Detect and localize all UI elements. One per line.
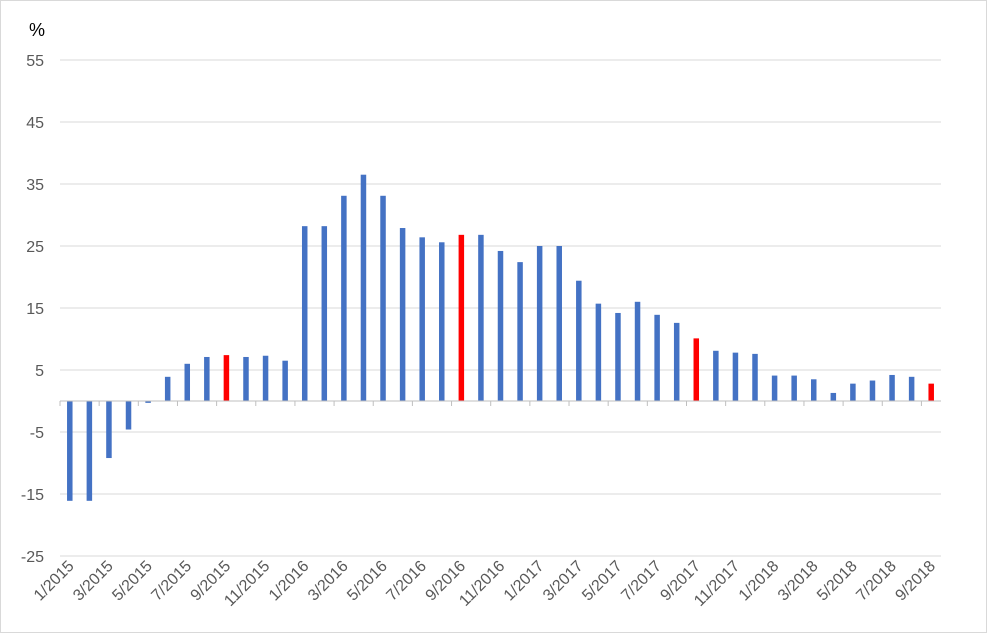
x-tick-label: 5/2017: [579, 558, 626, 605]
bar-5-2015: [145, 401, 151, 403]
bar-7-2015: [184, 363, 191, 401]
bar-4-2017: [595, 303, 602, 401]
bar-8-2018: [908, 376, 915, 401]
bar-7-2018: [889, 374, 895, 401]
x-tick-label: 3/2017: [540, 558, 587, 605]
x-tick-label: 7/2016: [383, 558, 430, 605]
bar-8-2016: [439, 242, 445, 401]
bar-6-2017: [634, 301, 641, 401]
bar-5-2017: [615, 312, 621, 401]
bar-3-2015: [106, 401, 112, 459]
x-tick-label: 5/2016: [344, 558, 391, 605]
x-tick-label: 3/2018: [775, 558, 822, 605]
bar-8-2017: [673, 322, 680, 401]
bar-8-2015: [204, 356, 210, 401]
bar-2-2016: [321, 226, 328, 401]
bar-3-2018: [810, 379, 817, 401]
bar-9-2017: [693, 338, 700, 401]
bar-6-2018: [869, 380, 876, 401]
x-tick-label: 7/2017: [618, 558, 665, 605]
bar-2-2018: [791, 375, 797, 401]
bar-5-2016: [380, 195, 386, 401]
bar-2-2015: [86, 401, 93, 501]
x-tick-label: 5/2018: [814, 558, 861, 605]
x-tick-label: 1/2018: [736, 558, 783, 605]
bar-10-2017: [713, 350, 719, 401]
bar-12-2016: [517, 262, 523, 401]
x-tick-label: 5/2015: [109, 558, 156, 605]
bar-7-2016: [419, 237, 425, 401]
x-tick-label: 3/2016: [305, 558, 352, 605]
bar-6-2015: [164, 376, 171, 401]
bar-10-2016: [478, 234, 484, 401]
bar-1-2015: [67, 401, 73, 501]
x-axis-tick-labels: 1/20153/20155/20157/20159/201511/20151/2…: [31, 558, 939, 610]
bar-12-2017: [752, 353, 758, 401]
bar-4-2015: [125, 401, 132, 430]
bar-9-2016: [458, 234, 465, 401]
bar-11-2016: [497, 250, 504, 401]
y-tick-label: 25: [26, 239, 44, 256]
y-axis-tick-labels: 55 45 35 25 15 5 -5 -15 -25: [21, 53, 44, 566]
bar-5-2018: [850, 383, 856, 401]
y-tick-label: 55: [26, 53, 44, 70]
y-tick-label: -25: [21, 549, 44, 566]
x-tick-label: 7/2018: [853, 558, 900, 605]
bar-4-2016: [360, 174, 367, 401]
bar-3-2016: [341, 195, 347, 401]
bar-6-2016: [399, 228, 406, 401]
bar-1-2018: [771, 375, 778, 401]
y-axis-unit-label: %: [29, 20, 45, 40]
bar-11-2015: [262, 355, 269, 401]
bar-4-2018: [830, 392, 837, 401]
bar-7-2017: [654, 314, 660, 401]
bar-2-2017: [556, 246, 562, 401]
x-tick-label: 1/2017: [501, 558, 548, 605]
y-tick-label: -5: [30, 425, 44, 442]
y-tick-label: 5: [35, 363, 44, 380]
bar-1-2016: [301, 226, 308, 401]
y-tick-label: 35: [26, 177, 44, 194]
bar-9-2015: [223, 355, 230, 401]
y-tick-label: 45: [26, 115, 44, 132]
bar-9-2018: [928, 383, 934, 401]
x-tick-label: 9/2018: [892, 558, 939, 605]
x-tick-label: 7/2015: [148, 558, 195, 605]
bar-3-2017: [576, 280, 582, 401]
y-tick-label: 15: [26, 301, 44, 318]
bar-10-2015: [243, 356, 249, 401]
bars: [59, 174, 934, 501]
y-tick-label: -15: [21, 487, 44, 504]
bar-12-2015: [282, 360, 288, 401]
x-tick-label: 3/2015: [70, 558, 117, 605]
x-tick-label: 1/2016: [266, 558, 313, 605]
bar-11-2017: [732, 352, 739, 401]
bar-1-2017: [536, 246, 543, 401]
